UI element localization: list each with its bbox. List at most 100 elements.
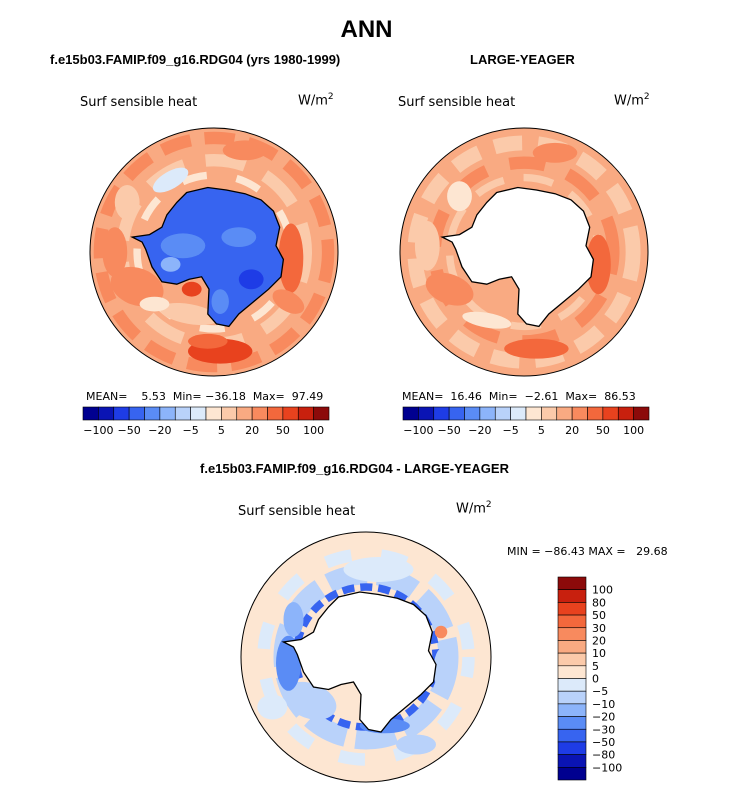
panel2-contour-patch-3 (414, 221, 440, 271)
panel2-contour-patch-0 (425, 272, 474, 306)
panel3-contour-patch-4 (343, 557, 414, 582)
panel3-colorbar-tick-label: −100 (592, 761, 622, 774)
panel2-colorbar-swatch-4 (464, 406, 481, 421)
panel1-contour-patch-5 (222, 140, 268, 161)
panel3-colorbar-tick-label: 5 (592, 660, 599, 673)
panel3-colorbar-tick-label: −80 (592, 749, 615, 762)
panel2-contour-patch-2 (586, 234, 611, 295)
panel1-contour-patch-11 (114, 185, 140, 220)
panel3-coastline (281, 591, 437, 733)
panel1-colorbar-swatch-2 (113, 406, 130, 421)
panel2-colorbar-swatch-6 (494, 406, 511, 421)
panel2-colorbar-swatch-7 (510, 406, 527, 421)
panel1-map (89, 127, 339, 377)
panel2-colorbar-swatch-15 (633, 406, 650, 421)
panel3-colorbar-tick-label: −30 (592, 723, 615, 736)
panel1-colorbar-swatch-0 (82, 406, 99, 421)
panel2-unit-label: W/m2 (614, 92, 650, 109)
panel1-contour-patch-7 (159, 302, 219, 326)
panel1-colorbar-tick-label: −50 (117, 424, 140, 437)
panel1-colorbar-tick-label: 50 (276, 424, 290, 437)
panel3-colorbar-tick-label: 20 (592, 634, 606, 647)
panel1-colorbar-tick-label: 100 (303, 424, 324, 437)
figure-title: ANN (340, 16, 393, 43)
panel3-contour-patch-6 (434, 625, 448, 639)
panel3-contour-patch-8 (396, 734, 436, 755)
panel1-coastline (130, 186, 285, 328)
panel3-colorbar-swatch-9 (557, 690, 587, 705)
panel2-colorbar-swatch-8 (525, 406, 542, 421)
panel1-colorbar-swatch-8 (205, 406, 222, 421)
panel1-colorbar-swatch-3 (128, 406, 145, 421)
panel2-colorbar-tick-label: −20 (468, 424, 491, 437)
panel3-colorbar-swatch-7 (557, 665, 587, 679)
panel2-colorbar-swatch-2 (433, 406, 450, 421)
panel3-variable-label: Surf sensible heat (238, 504, 356, 519)
panel1-colorbar-swatch-1 (98, 406, 115, 421)
panel2-contour-patch-6 (447, 181, 472, 212)
panel2-contour-patch-1 (504, 338, 569, 359)
panel3-colorbar-tick-label: −10 (592, 698, 615, 711)
panel3-colorbar-tick-label: 100 (592, 584, 613, 597)
panel3-contour-band-2 (257, 548, 475, 766)
panel3-field (241, 532, 491, 782)
panel1-colorbar: −100 −50 −20 −5 5 20 50 100 (82, 406, 330, 437)
panel1-land-patch-0 (160, 233, 206, 259)
panel2-map-border (399, 127, 649, 377)
panel1-contour-patch-0 (110, 266, 164, 307)
panel2-colorbar-swatch-1 (418, 406, 435, 421)
panel3-contour-patch-0 (283, 681, 337, 720)
panel2-case-title: LARGE-YEAGER (470, 52, 575, 67)
panel2-colorbar-tick-label: −5 (502, 424, 518, 437)
panel2-contour-patch-4 (532, 142, 578, 163)
panel3-case-title: f.e15b03.FAMIP.f09_g16.RDG04 - LARGE-YEA… (200, 461, 509, 476)
panel2-colorbar-swatch-3 (448, 406, 465, 421)
panel3-colorbar-swatch-5 (557, 640, 587, 654)
panel2-variable-label: Surf sensible heat (398, 95, 516, 110)
panel1-colorbar-swatch-11 (251, 406, 268, 421)
panel1-land-patch-1 (221, 227, 257, 248)
panel2-colorbar-tick-label: 50 (596, 424, 610, 437)
panel1-map-border (89, 127, 339, 377)
panel1-colorbar-swatch-15 (313, 406, 330, 421)
panel1-colorbar-tick-label: −100 (83, 424, 113, 437)
panel1-variable-label: Surf sensible heat (80, 95, 198, 110)
panel3-colorbar-swatch-8 (557, 678, 587, 692)
panel1-stats: MEAN= 5.53 Min= −36.18 Max= 97.49 (86, 390, 324, 403)
panel3-colorbar-swatch-10 (557, 703, 587, 717)
panel2-colorbar-swatch-13 (602, 406, 619, 421)
panel1-colorbar-swatch-13 (282, 406, 299, 421)
panel1-colorbar-tick-label: −5 (182, 424, 198, 437)
panel1-colorbar-tick-label: 20 (245, 424, 259, 437)
panel1-contour-patch-10 (272, 289, 305, 314)
panel1-colorbar-swatch-10 (236, 406, 253, 421)
panel1-contour-patch-9 (181, 281, 202, 297)
panel2-colorbar-swatch-0 (402, 406, 419, 421)
panel1-land-patch-4 (211, 289, 229, 314)
panel3-map (240, 531, 492, 783)
panel3-colorbar-tick-label: −5 (592, 685, 608, 698)
panel3-colorbar-swatch-1 (557, 589, 587, 603)
panel2-colorbar-swatch-11 (571, 406, 588, 421)
panel1-colorbar-swatch-9 (221, 406, 238, 421)
panel1-colorbar-swatch-5 (159, 406, 176, 421)
panel2-contour-patch-5 (462, 311, 512, 329)
panel1-colorbar-tick-label: −20 (148, 424, 171, 437)
panel2-colorbar-swatch-14 (617, 406, 634, 421)
panel3-colorbar-swatch-3 (557, 614, 587, 629)
panel1-unit-label: W/m2 (298, 92, 334, 109)
panel2-colorbar: −100 −50 −20 −5 5 20 50 100 (402, 406, 650, 437)
panel3-contour-patch-5 (433, 647, 454, 692)
panel2-colorbar-tick-label: −100 (403, 424, 433, 437)
panel1-colorbar-swatch-6 (174, 406, 191, 421)
panel3-colorbar-swatch-13 (557, 741, 587, 755)
panel2-field (400, 128, 648, 376)
panel3-colorbar-swatch-15 (557, 767, 587, 781)
panel2-colorbar-swatch-12 (587, 406, 604, 421)
panel2-colorbar-swatch-9 (541, 406, 558, 421)
panel3-stats: MIN = −86.43 MAX = 29.68 (507, 545, 668, 558)
panel2-colorbar-tick-label: 20 (565, 424, 579, 437)
panel1-land-patch-3 (160, 257, 181, 272)
